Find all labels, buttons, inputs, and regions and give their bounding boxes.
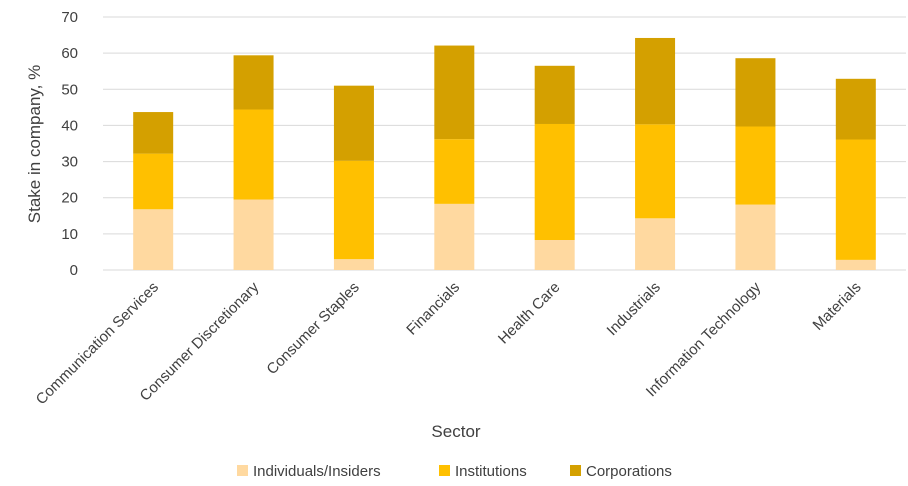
legend: Individuals/Insiders Institutions Corporat… [237,463,672,480]
bar-segment [534,240,575,270]
bar-segment [233,55,274,110]
legend-label: Individuals/Insiders [253,463,381,480]
bar-segment [434,45,475,140]
bar-segment [333,85,374,161]
legend-swatch [237,465,248,476]
x-tick-label: Consumer Discretionary [137,278,263,404]
x-tick-label: Industrials [604,279,664,339]
legend-swatch [570,465,581,476]
y-tick-label: 30 [61,154,78,171]
bar-segment [735,126,776,205]
x-tick-label: Materials [810,279,865,334]
legend-swatch [439,465,450,476]
y-tick-label: 50 [61,81,78,98]
bar-segment [635,37,676,125]
x-tick-label: Financials [403,279,463,339]
bar-segment [835,139,876,260]
x-tick-label: Information Technology [643,278,765,400]
bar-segment [735,58,776,127]
bar-segment [233,109,274,200]
bar-segment [835,259,876,270]
bar-segment [635,124,676,219]
y-tick-label: 10 [61,226,78,243]
bar-segment [233,199,274,270]
y-tick-label: 0 [70,262,78,279]
y-tick-label: 70 [61,9,78,26]
y-tick-label: 60 [61,45,78,62]
bar-segment [133,209,174,270]
bar-segment [434,203,475,270]
legend-label: Corporations [586,463,672,480]
x-axis-title: Sector [431,422,480,441]
bar-segment [133,153,174,210]
y-tick-label: 40 [61,117,78,134]
x-tick-label: Consumer Staples [263,279,362,378]
bar-segment [635,218,676,270]
bar-segment [333,160,374,260]
gridlines [103,16,906,271]
bar-segment [735,204,776,270]
y-tick-label: 20 [61,190,78,207]
bar-segment [333,259,374,270]
bar-segment [534,65,575,124]
bar-segment [133,112,174,154]
legend-label: Institutions [455,463,527,480]
bar-segment [835,78,876,140]
y-axis-title: Stake in company, % [25,65,44,223]
x-tick-label: Health Care [495,279,564,348]
bar-segment [434,139,475,204]
bars [133,37,876,270]
bar-segment [534,123,575,241]
y-axis-ticks: 0 10 20 30 40 50 60 70 [61,9,78,279]
